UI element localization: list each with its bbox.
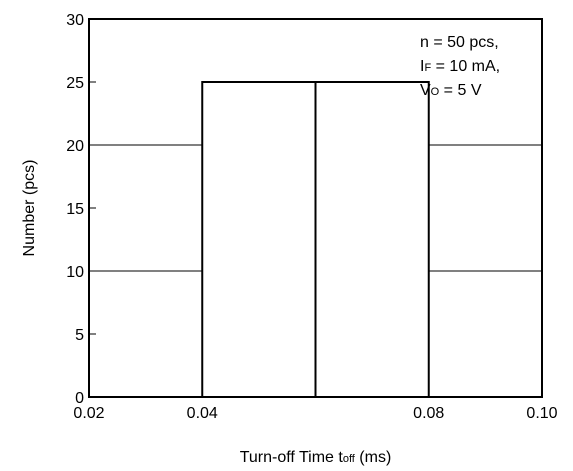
x-tick-label: 0.04 — [187, 405, 218, 422]
y-tick-label: 5 — [75, 327, 84, 344]
y-tick-label: 20 — [66, 138, 84, 155]
y-tick-label: 0 — [75, 390, 84, 407]
x-axis-label-sub: off — [343, 453, 356, 465]
y-axis-label: Number (pcs) — [21, 160, 38, 257]
annotation-line: IF = 10 mA, — [420, 58, 500, 75]
y-tick-label: 25 — [66, 75, 84, 92]
x-tick-label: 0.02 — [73, 405, 104, 422]
y-tick-label: 15 — [66, 201, 84, 218]
histogram-bar — [201, 81, 317, 398]
x-axis-label-unit: (ms) — [355, 449, 391, 466]
x-tick-label: 0.10 — [526, 405, 557, 422]
x-axis-label-main: Turn-off Time t — [240, 449, 344, 466]
x-axis-label: Turn-off Time toff (ms) — [240, 449, 392, 466]
y-tick-label: 30 — [66, 12, 84, 29]
histogram-bars — [201, 81, 430, 398]
x-tick-label: 0.08 — [413, 405, 444, 422]
conditions-annotation: n = 50 pcs, IF = 10 mA, VO = 5 V — [420, 34, 500, 99]
y-tick-label: 10 — [66, 264, 84, 281]
annotation-line: VO = 5 V — [420, 82, 482, 99]
y-axis-ticks: 0 5 10 15 20 25 30 — [66, 12, 96, 407]
histogram-bar — [314, 81, 430, 398]
x-axis-ticks: 0.02 0.04 0.08 0.10 — [73, 390, 558, 422]
annotation-line: n = 50 pcs, — [420, 34, 499, 51]
